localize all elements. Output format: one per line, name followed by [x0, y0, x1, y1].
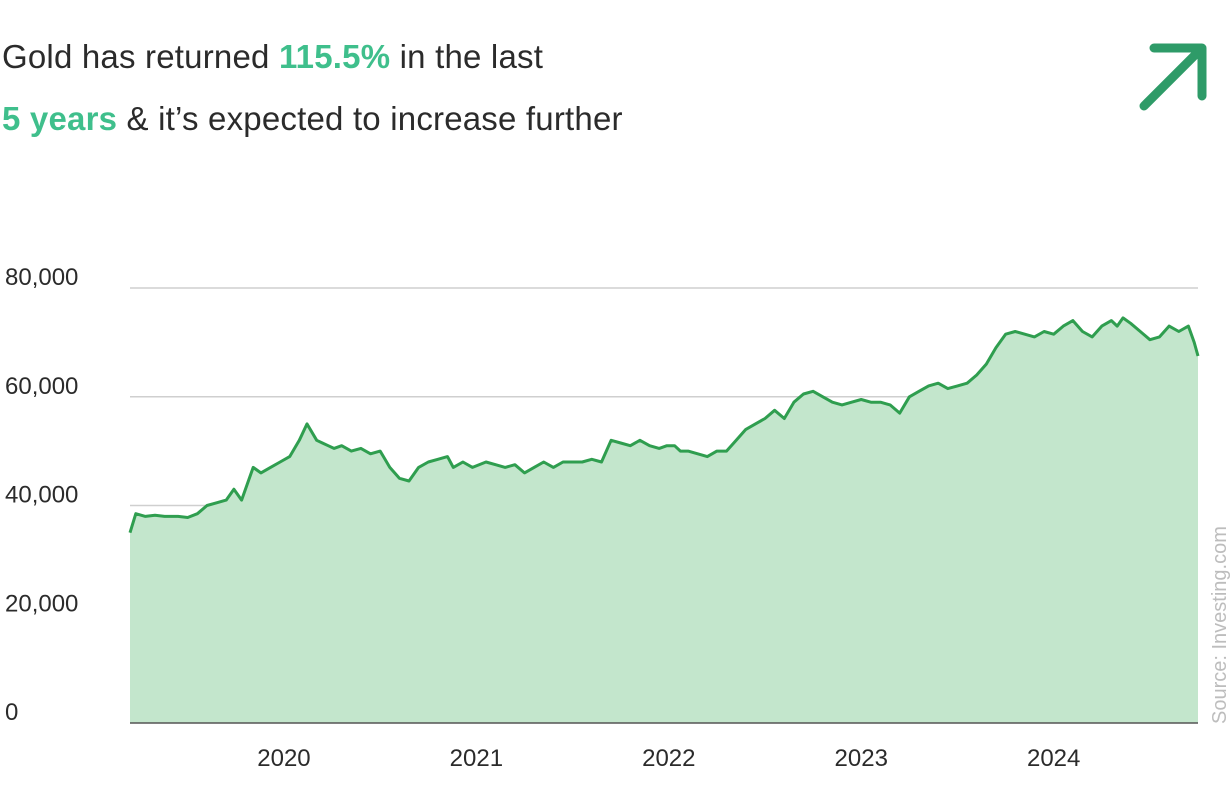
x-tick-label: 2024 [1027, 745, 1080, 772]
y-tick-label: 40,000 [5, 482, 78, 509]
x-tick-label: 2023 [835, 745, 888, 772]
x-tick-label: 2020 [257, 745, 310, 772]
y-axis: 0 20,000 40,000 60,000 80,000 [5, 264, 78, 726]
x-tick-label: 2022 [642, 745, 695, 772]
x-tick-label: 2021 [450, 745, 503, 772]
y-tick-label: 0 [5, 699, 18, 726]
area-fill [130, 317, 1198, 723]
x-axis: 2020 2021 2022 2023 2024 [257, 745, 1080, 772]
headline-text-3: & it’s expected to increase further [117, 100, 623, 137]
period-highlight: 5 years [2, 100, 118, 137]
headline-text-2: in the last [390, 38, 544, 75]
return-percentage: 115.5% [278, 38, 391, 75]
headline-text-1: Gold has returned [2, 38, 279, 75]
headline-line-1: Gold has returned 115.5% in the last [2, 26, 623, 88]
source-label: Source: Investing.com [1209, 526, 1231, 724]
headline-line-2: 5 years & it’s expected to increase furt… [2, 88, 623, 150]
y-tick-label: 60,000 [5, 373, 78, 400]
headline: Gold has returned 115.5% in the last 5 y… [2, 26, 623, 150]
y-tick-label: 80,000 [5, 264, 78, 291]
series-line [128, 316, 1200, 534]
y-tick-label: 20,000 [5, 590, 78, 617]
arrow-up-right-icon [1139, 43, 1207, 111]
